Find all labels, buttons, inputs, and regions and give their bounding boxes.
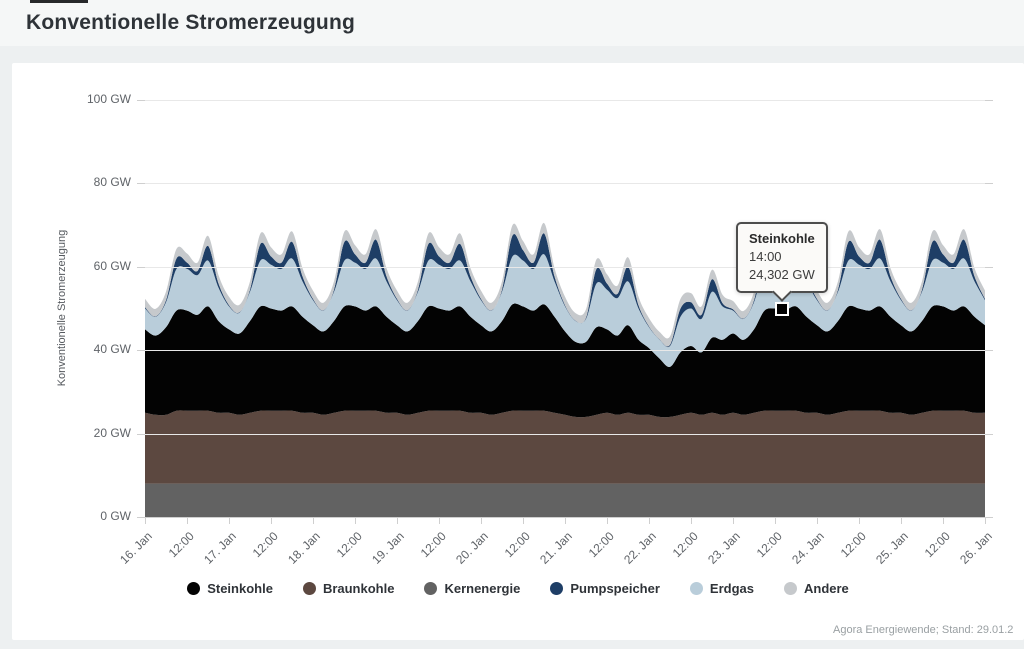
- x-tick-mark: [229, 517, 230, 524]
- source-attribution: Agora Energiewende; Stand: 29.01.2: [833, 624, 1014, 636]
- y-tick-label: 40 GW: [93, 342, 131, 357]
- x-tick-mark: [439, 517, 440, 524]
- y-tick-mark: [137, 350, 145, 352]
- y-tick-mark: [137, 183, 145, 185]
- y-axis-title: Konventionelle Stromerzeugung: [56, 229, 68, 386]
- y-tick-label: 60 GW: [93, 258, 131, 273]
- legend-item-pumpspeicher[interactable]: Pumpspeicher: [550, 581, 660, 596]
- legend-label: Erdgas: [709, 581, 754, 596]
- legend-swatch-icon: [689, 582, 703, 595]
- x-tick-mark: [397, 517, 398, 524]
- y-tick-label: 80 GW: [93, 175, 131, 190]
- x-tick-mark: [901, 517, 902, 524]
- y-tick-mark: [985, 100, 993, 101]
- legend-item-kernenergie[interactable]: Kernenergie: [424, 581, 520, 596]
- gridline-60GW: [145, 266, 985, 268]
- legend-swatch-icon: [550, 582, 564, 595]
- legend-swatch-icon: [302, 582, 316, 595]
- y-tick-label: 0 GW: [100, 509, 131, 523]
- area-braunkohle[interactable]: [145, 410, 985, 484]
- x-tick-mark: [775, 517, 776, 524]
- y-tick-mark: [137, 433, 145, 435]
- x-tick-mark: [271, 517, 272, 524]
- area-steinkohle[interactable]: [145, 303, 985, 418]
- chart-legend: Steinkohle Braunkohle Kernenergie Pumpspeic…: [12, 581, 1024, 596]
- legend-item-andere[interactable]: Andere: [784, 581, 849, 596]
- chart-card: 0 GW 20 GW 40 GW 60 GW 80 GW 100 GW 16. Jan 12…: [12, 63, 1024, 640]
- legend-label: Kernenergie: [444, 581, 521, 596]
- x-tick-mark: [733, 517, 734, 524]
- gridline-40GW: [145, 350, 985, 352]
- y-tick-mark: [985, 183, 993, 185]
- legend-swatch-icon: [424, 582, 438, 595]
- gridline-20GW: [145, 433, 985, 435]
- tooltip-time: 14:00: [749, 249, 782, 264]
- x-tick-mark: [523, 517, 524, 524]
- x-tick-mark: [817, 517, 818, 524]
- tooltip-value: 24,302 GW: [749, 266, 815, 282]
- x-tick-mark: [649, 517, 650, 524]
- legend-swatch-icon: [187, 582, 201, 595]
- chart-tooltip: Steinkohle 14:00 24,302 GW: [736, 222, 828, 294]
- legend-label: Braunkohle: [322, 581, 395, 596]
- top-accent-bar: [30, 0, 88, 3]
- x-tick-mark: [607, 517, 608, 524]
- y-tick-mark: [137, 266, 145, 268]
- x-tick-mark: [481, 517, 482, 524]
- y-tick-label: 20 GW: [93, 425, 131, 440]
- legend-swatch-icon: [784, 582, 797, 595]
- x-tick-mark: [985, 517, 986, 524]
- y-tick-mark: [137, 517, 145, 518]
- x-tick-mark: [187, 517, 188, 524]
- legend-item-erdgas[interactable]: Erdgas: [689, 581, 754, 596]
- legend-item-steinkohle[interactable]: Steinkohle: [187, 581, 273, 596]
- page-title: Konventionelle Stromerzeugung: [26, 11, 355, 34]
- tooltip-series-name: Steinkohle: [749, 231, 815, 246]
- legend-label: Andere: [804, 581, 849, 596]
- page-header: [0, 0, 1024, 46]
- legend-item-braunkohle[interactable]: Braunkohle: [302, 581, 395, 596]
- y-tick-mark: [985, 433, 993, 435]
- gridline-80GW: [145, 183, 985, 185]
- tooltip-anchor-marker: [775, 302, 789, 317]
- x-tick-mark: [355, 517, 356, 524]
- x-tick-mark: [943, 517, 944, 524]
- y-tick-mark: [985, 517, 993, 518]
- x-tick-mark: [691, 517, 692, 524]
- legend-label: Steinkohle: [207, 581, 273, 596]
- legend-label: Pumpspeicher: [570, 581, 660, 596]
- x-tick-mark: [565, 517, 566, 524]
- area-kernenergie[interactable]: [145, 483, 985, 517]
- x-tick-mark: [313, 517, 314, 524]
- x-tick-mark: [859, 517, 860, 524]
- y-tick-mark: [985, 266, 993, 268]
- y-tick-mark: [137, 100, 145, 101]
- y-tick-mark: [985, 350, 993, 352]
- gridline-100GW: [145, 100, 985, 101]
- x-tick-mark: [145, 517, 146, 524]
- y-tick-label: 100 GW: [86, 92, 131, 106]
